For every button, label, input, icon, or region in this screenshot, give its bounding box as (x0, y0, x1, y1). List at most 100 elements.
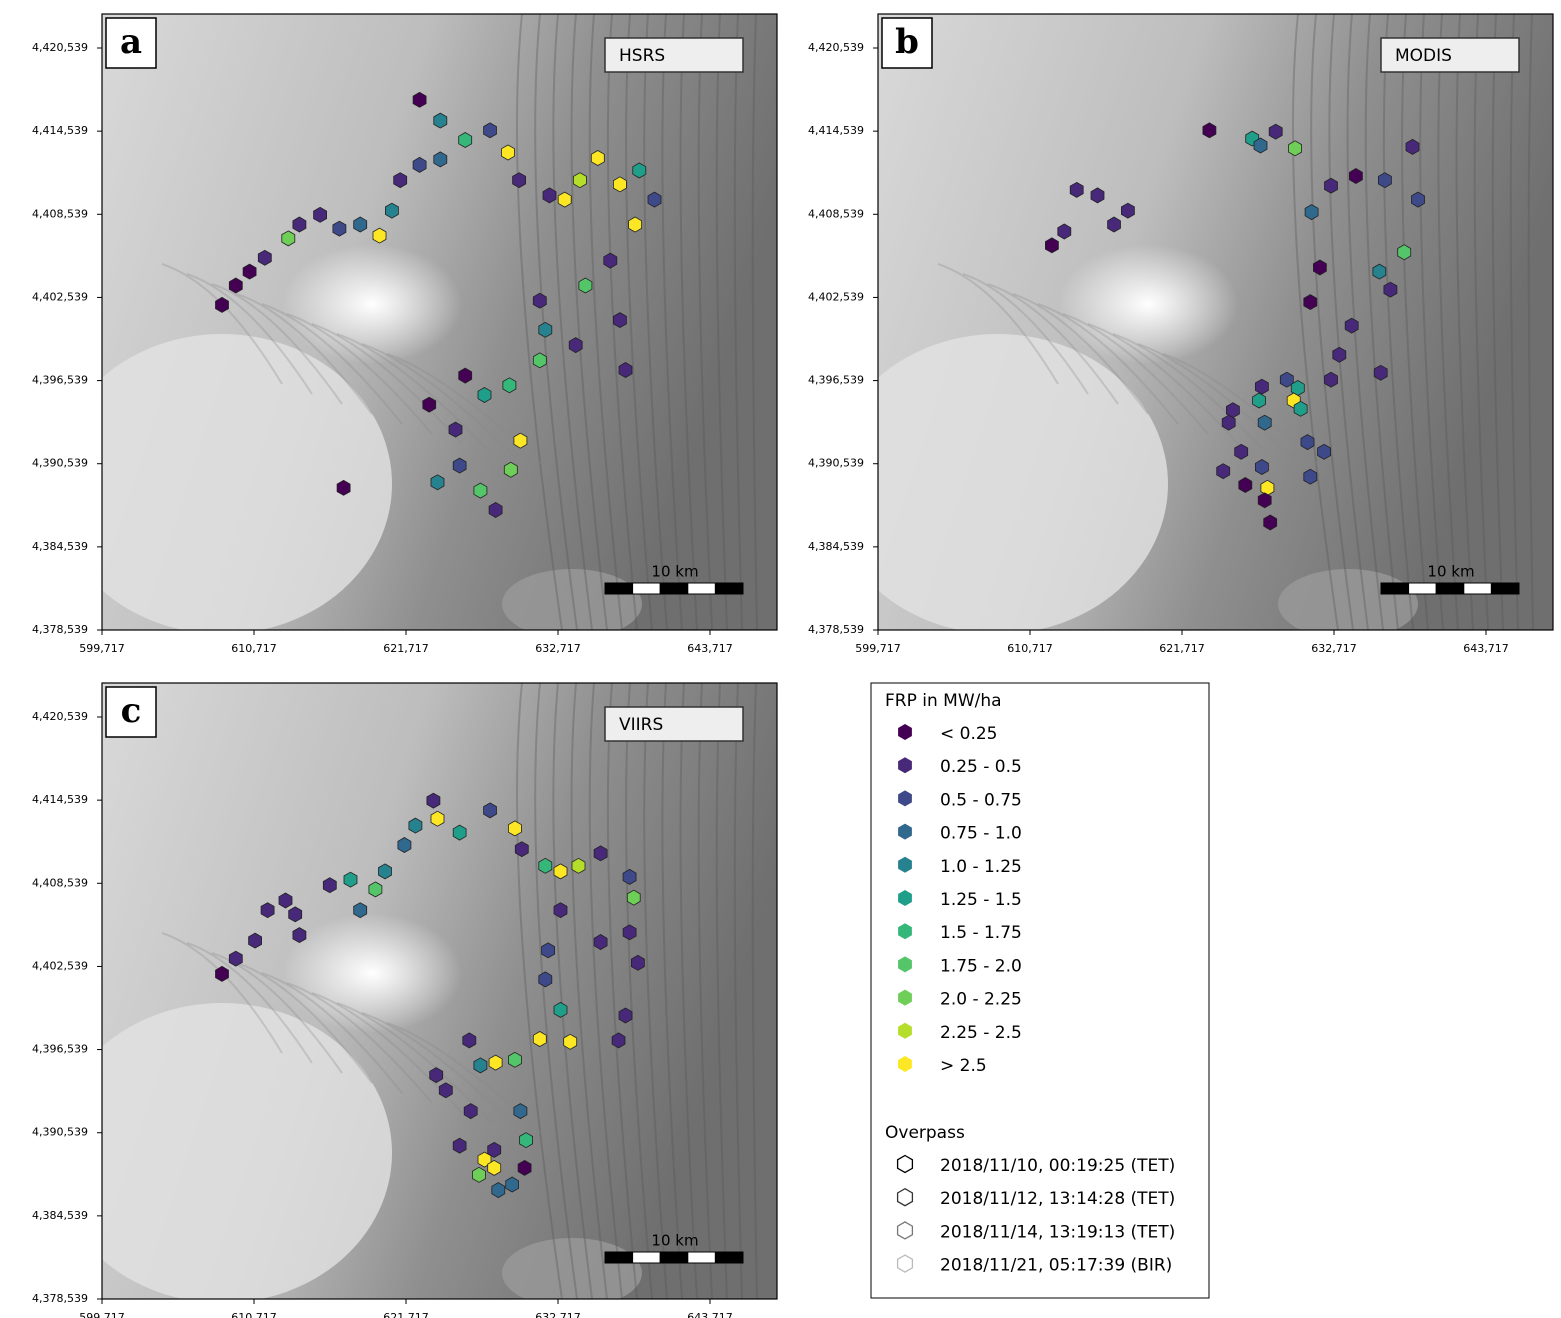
frp-cell (430, 810, 445, 827)
frp-cell (433, 112, 448, 129)
legend-label: 0.25 - 0.5 (940, 757, 1022, 777)
plain (878, 334, 1168, 630)
legend-box (870, 682, 1210, 1299)
map-panel: 599,717 610,717 621,717 632,717 643,717 4,378… (32, 682, 778, 1318)
frp-cell (613, 312, 627, 329)
ridge (1527, 14, 1534, 630)
sensor-label: MODIS (1395, 46, 1452, 66)
ridge (361, 1012, 523, 1134)
ridge (516, 683, 563, 1299)
frp-cell (568, 337, 583, 354)
frp-cell (505, 1176, 519, 1193)
frp-cell (532, 1031, 547, 1047)
frp-cell (260, 902, 275, 919)
frp-cell (1252, 392, 1266, 409)
frp-cell (452, 1137, 467, 1154)
ridge (336, 1002, 493, 1124)
legend-swatch (898, 989, 912, 1006)
x-tick-label: 632,717 (535, 642, 581, 655)
x-tick-label: 632,717 (1311, 642, 1357, 655)
ridge (1419, 14, 1444, 630)
frp-cell (452, 824, 467, 841)
frp-cell (512, 172, 526, 189)
y-tick-label: 4,402,539 (32, 959, 88, 972)
frp-cell (1288, 140, 1302, 157)
legend-swatch (898, 856, 912, 873)
frp-cell (1349, 168, 1363, 184)
ridge (625, 14, 653, 630)
scale-bar (632, 582, 661, 595)
frp-cell (503, 461, 518, 478)
ridge (552, 14, 593, 630)
ridge (1137, 343, 1299, 465)
ridge (534, 14, 578, 630)
x-tick-label: 610,717 (231, 642, 277, 655)
x-tick-label: 610,717 (1007, 642, 1053, 655)
x-tick-label: 621,717 (383, 1311, 429, 1318)
legend-title: FRP in MW/ha (885, 691, 1002, 711)
x-tick-label: 643,717 (687, 642, 733, 655)
y-tick-label: 4,408,539 (32, 876, 88, 889)
frp-cell (573, 172, 587, 189)
frp-cell (632, 162, 647, 179)
ridge (1328, 14, 1369, 630)
ridge (1162, 353, 1329, 475)
frp-cell (519, 1132, 533, 1149)
frp-cell (538, 321, 553, 338)
frp-cell (412, 91, 427, 108)
y-tick-label: 4,414,539 (32, 793, 88, 806)
x-tick-label: 621,717 (383, 642, 429, 655)
legend-swatch (898, 757, 912, 774)
frp-cell (542, 187, 557, 204)
y-tick-label: 4,420,539 (32, 710, 88, 723)
x-tick-label: 643,717 (1463, 642, 1509, 655)
overpass-swatch (896, 1254, 914, 1273)
ridge (751, 683, 758, 1299)
frp-cell (1313, 259, 1327, 276)
legend-swatch (898, 724, 912, 740)
frp-cell (215, 965, 229, 982)
y-tick-label: 4,390,539 (32, 457, 88, 470)
frp-cell (1069, 181, 1084, 198)
legend-label: > 2.5 (940, 1056, 987, 1076)
y-tick-label: 4,384,539 (32, 540, 88, 553)
frp-cell (215, 296, 229, 313)
frp-cell (613, 176, 627, 193)
x-tick-label: 621,717 (1159, 642, 1205, 655)
frp-cell (1253, 137, 1268, 154)
frp-cell (1324, 371, 1338, 388)
panel-letter-box (105, 686, 157, 738)
frp-cell (1234, 443, 1249, 460)
ridge (606, 683, 638, 1299)
frp-cell (1107, 216, 1121, 233)
frp-cell (590, 150, 605, 166)
y-tick-label: 4,402,539 (808, 290, 864, 303)
frp-cell (477, 1151, 492, 1168)
frp-cell (393, 172, 408, 189)
ridge (1491, 14, 1504, 630)
legend-label: 1.0 - 1.25 (940, 857, 1022, 877)
ridge (987, 283, 1119, 405)
frp-cell (1238, 477, 1253, 493)
ridge (1346, 14, 1384, 630)
frp-cell (438, 1082, 453, 1099)
ridge (1292, 14, 1339, 630)
frp-cell (378, 863, 392, 880)
frp-cell (483, 122, 497, 139)
frp-cell (430, 474, 445, 491)
frp-cell (228, 277, 243, 294)
ridge (715, 14, 728, 630)
plain (102, 334, 392, 630)
plain (102, 1003, 392, 1299)
scale-bar (1408, 582, 1437, 595)
frp-cell (1397, 244, 1412, 261)
legend-label: 0.5 - 0.75 (940, 790, 1022, 810)
frp-cell (487, 1141, 502, 1158)
y-tick-label: 4,414,539 (32, 124, 88, 137)
frp-cell (372, 227, 387, 244)
ridge (661, 14, 683, 630)
snow-field (282, 913, 462, 1033)
frp-cell (1202, 122, 1217, 139)
legend-swatch (898, 890, 912, 906)
